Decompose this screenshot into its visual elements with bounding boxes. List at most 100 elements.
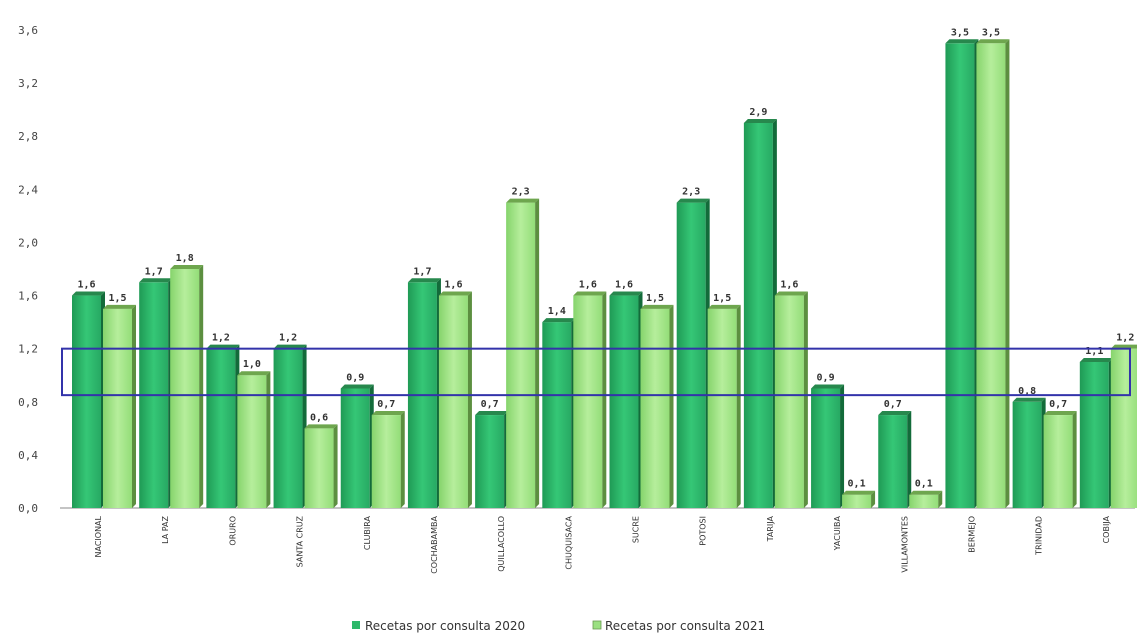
y-tick-label: 0,0 xyxy=(18,502,38,515)
data-label: 1,1 xyxy=(1085,346,1103,357)
category-label: VILLAMONTES xyxy=(900,516,909,573)
data-label: 2,9 xyxy=(749,107,767,118)
category-label: QUILLACOLLO xyxy=(497,516,506,572)
bar-top xyxy=(237,371,271,376)
data-label: 3,5 xyxy=(982,27,1000,38)
data-label: 0,6 xyxy=(310,412,328,423)
bar-top xyxy=(371,411,405,416)
bar-2021 xyxy=(573,295,603,508)
category-label: CHUQUISACA xyxy=(564,515,573,569)
bar-top xyxy=(909,490,943,495)
legend-label-2020: Recetas por consulta 2020 xyxy=(365,619,525,633)
data-label: 0,8 xyxy=(1018,386,1036,397)
bar-2020 xyxy=(475,415,505,508)
y-tick-label: 0,8 xyxy=(18,396,38,409)
bar-top xyxy=(743,118,777,123)
data-label: 1,6 xyxy=(615,280,633,291)
category-label: NACIONAL xyxy=(94,515,103,557)
bar-side xyxy=(907,411,912,508)
bar-top xyxy=(774,291,808,296)
bar-side xyxy=(1072,411,1077,508)
y-tick-label: 2,0 xyxy=(18,236,38,249)
bar-top xyxy=(72,291,105,296)
data-label: 1,5 xyxy=(713,293,731,304)
bar-top xyxy=(304,424,338,429)
bar-2021 xyxy=(707,308,737,508)
category-label: POTOSI xyxy=(699,516,708,546)
bar-2020 xyxy=(676,202,706,508)
data-label: 0,1 xyxy=(915,479,933,490)
data-label: 1,7 xyxy=(145,266,163,277)
bar-2020 xyxy=(878,415,908,508)
data-label: 1,6 xyxy=(77,280,95,291)
bar-top xyxy=(640,304,674,309)
category-label: COBIJA xyxy=(1102,515,1111,543)
y-tick-label: 2,8 xyxy=(18,130,38,143)
bar-side xyxy=(736,304,741,508)
bar-side xyxy=(803,291,808,508)
bar-side xyxy=(871,490,876,508)
bar-side xyxy=(938,490,943,508)
category-label: LA PAZ xyxy=(161,515,170,543)
bar-top xyxy=(407,278,441,283)
bar-side xyxy=(840,384,845,508)
bar-side xyxy=(602,291,607,508)
bar-side xyxy=(1005,39,1010,509)
bar-top xyxy=(273,344,307,349)
data-label: 2,3 xyxy=(512,187,530,198)
bar-top xyxy=(103,304,136,309)
bar-side xyxy=(132,304,136,508)
bar-2021 xyxy=(1043,415,1073,508)
data-label: 1,2 xyxy=(212,333,230,344)
bar-2020 xyxy=(72,295,101,508)
data-label: 1,5 xyxy=(646,293,664,304)
y-tick-label: 1,6 xyxy=(18,290,38,303)
bar-top xyxy=(139,278,173,283)
data-label: 0,7 xyxy=(1049,399,1067,410)
data-label: 0,9 xyxy=(346,373,364,384)
data-label: 1,5 xyxy=(108,293,126,304)
bar-2020 xyxy=(340,388,370,508)
bar-top xyxy=(609,291,643,296)
bar-side xyxy=(199,265,204,508)
bar-2020 xyxy=(1079,361,1109,508)
bar-top xyxy=(842,490,876,495)
bar-top xyxy=(1012,397,1046,402)
bar-2021 xyxy=(506,202,536,508)
bar-2020 xyxy=(1012,401,1042,508)
bar-top xyxy=(676,198,710,203)
bar-top xyxy=(1043,411,1077,416)
bar-2020 xyxy=(609,295,639,508)
bar-2020 xyxy=(945,43,975,509)
bar-2021 xyxy=(774,295,804,508)
bar-top xyxy=(170,265,204,269)
bar-2021 xyxy=(371,415,401,508)
category-label: ORURO xyxy=(228,516,237,546)
bar-2020 xyxy=(542,322,572,508)
bar-2020 xyxy=(743,122,773,508)
data-label: 2,3 xyxy=(682,187,700,198)
bar-2021 xyxy=(842,494,872,508)
bar-top xyxy=(1079,357,1113,362)
bar-top xyxy=(542,318,576,323)
category-label: SANTA CRUZ xyxy=(296,515,305,567)
bar-top xyxy=(475,411,509,416)
legend-swatch-2021 xyxy=(592,620,602,630)
bar-2021 xyxy=(170,269,200,508)
bar-2020 xyxy=(206,348,236,508)
bar-top xyxy=(707,304,741,309)
category-label: SUCRE xyxy=(632,516,641,543)
bar-top xyxy=(1110,344,1137,349)
data-label: 1,0 xyxy=(243,359,261,370)
bar-top xyxy=(811,384,845,389)
data-label: 3,5 xyxy=(951,27,969,38)
y-tick-label: 2,4 xyxy=(18,183,38,196)
bar-2021 xyxy=(1110,348,1137,508)
bar-side xyxy=(467,291,472,508)
data-label: 1,6 xyxy=(444,280,462,291)
bar-2020 xyxy=(273,348,303,508)
data-label: 1,6 xyxy=(579,280,597,291)
bar-2021 xyxy=(976,43,1006,509)
bar-2021 xyxy=(438,295,468,508)
